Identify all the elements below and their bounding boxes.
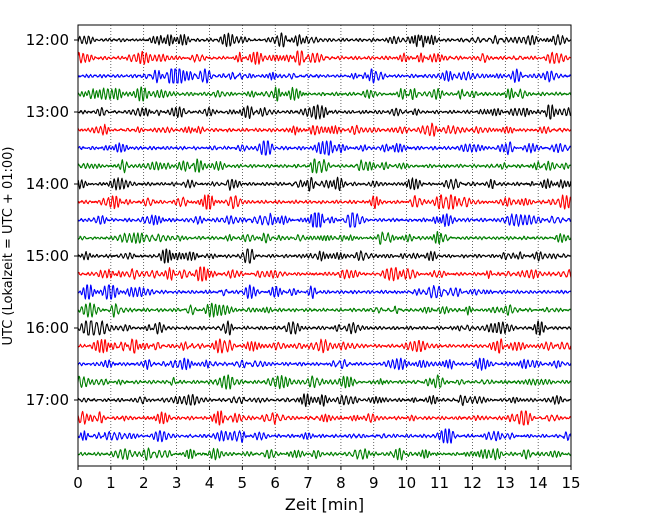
trace-1230 — [77, 68, 572, 84]
trace-1430 — [77, 212, 572, 228]
x-tick-label: 12 — [463, 474, 482, 492]
y-tick-label: 13:00 — [26, 103, 69, 121]
trace-1400 — [77, 176, 572, 192]
x-tick-label: 8 — [336, 474, 346, 492]
trace-1200 — [77, 32, 572, 48]
x-axis-label: Zeit [min] — [285, 495, 364, 514]
trace-1345 — [77, 158, 572, 174]
trace-1415 — [77, 194, 572, 210]
y-tick-label: 16:00 — [26, 319, 69, 337]
x-tick-label: 0 — [73, 474, 83, 492]
y-tick-label: 12:00 — [26, 31, 69, 49]
x-axis-ticks: 0 1 2 3 4 5 6 7 8 9 10 11 12 13 14 15 — [73, 466, 581, 492]
trace-1245 — [77, 86, 572, 102]
x-tick-label: 2 — [139, 474, 149, 492]
x-tick-label: 7 — [303, 474, 313, 492]
y-tick-label: 15:00 — [26, 247, 69, 265]
trace-1215 — [77, 50, 572, 66]
trace-1515 — [77, 266, 572, 282]
trace-1645 — [77, 374, 572, 390]
x-tick-label: 13 — [496, 474, 515, 492]
seismic-traces — [77, 32, 572, 461]
y-axis-ticks: 12:00 13:00 14:00 15:00 16:00 17:00 — [26, 31, 78, 409]
x-tick-label: 9 — [369, 474, 379, 492]
trace-1630 — [77, 357, 572, 371]
plot-frame — [77, 24, 572, 467]
trace-1300 — [77, 104, 572, 120]
trace-1445 — [77, 231, 572, 245]
x-tick-label: 1 — [106, 474, 116, 492]
y-tick-label: 14:00 — [26, 175, 69, 193]
x-tick-label: 4 — [205, 474, 215, 492]
trace-1330 — [77, 140, 572, 156]
y-axis-label: UTC (Lokalzeit = UTC + 01:00) — [1, 147, 16, 346]
trace-1745 — [77, 447, 572, 461]
x-tick-label: 6 — [270, 474, 280, 492]
trace-1730 — [77, 428, 572, 444]
x-tick-label: 5 — [238, 474, 248, 492]
trace-1615 — [77, 338, 572, 354]
x-tick-label: 11 — [430, 474, 449, 492]
trace-1545 — [77, 302, 572, 318]
x-tick-label: 3 — [172, 474, 182, 492]
trace-1700 — [77, 393, 572, 408]
trace-1530 — [77, 284, 572, 300]
trace-1715 — [77, 410, 572, 426]
trace-1315 — [77, 122, 572, 137]
trace-1600 — [77, 320, 572, 336]
x-tick-label: 14 — [529, 474, 548, 492]
plot-area-background — [78, 25, 571, 466]
x-tick-label: 15 — [561, 474, 580, 492]
x-tick-label: 10 — [397, 474, 416, 492]
trace-1500 — [77, 248, 572, 264]
y-tick-label: 17:00 — [26, 391, 69, 409]
